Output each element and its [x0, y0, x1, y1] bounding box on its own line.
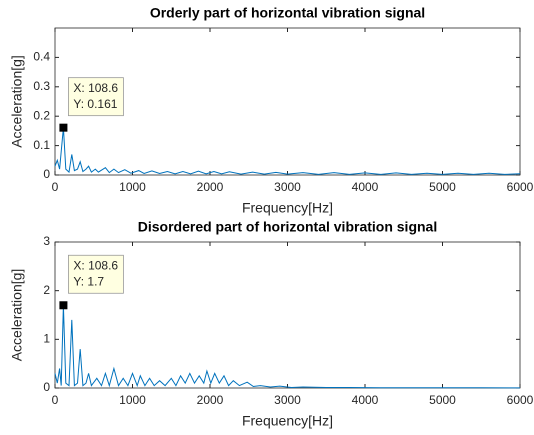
- x-tick-label: 2000: [197, 393, 224, 407]
- y-tick-label: 0.1: [33, 138, 50, 152]
- y-tick-label: 0: [43, 167, 50, 181]
- x-tick-label: 3000: [274, 180, 301, 194]
- axes-box: [54, 27, 521, 176]
- x-axis-label: Frequency[Hz]: [242, 413, 333, 429]
- datatip-box: [68, 254, 124, 294]
- y-axis-label: Acceleration[g]: [9, 55, 25, 148]
- x-tick-label: 1000: [119, 393, 146, 407]
- x-tick-label: 2000: [197, 180, 224, 194]
- spectrum-line: [54, 127, 521, 175]
- chart-title: Orderly part of horizontal vibration sig…: [150, 5, 425, 21]
- y-tick-label: 0.3: [33, 79, 50, 93]
- x-tick-label: 5000: [429, 393, 456, 407]
- x-tick-label: 6000: [507, 393, 534, 407]
- x-tick-label: 5000: [429, 180, 456, 194]
- y-tick-label: 1: [43, 332, 50, 346]
- datatip-label: Y: 1.7: [73, 274, 104, 288]
- y-tick-label: 0: [43, 380, 50, 394]
- x-axis-label: Frequency[Hz]: [242, 200, 333, 216]
- axes-box: [54, 241, 521, 389]
- datatip-marker: [59, 301, 68, 310]
- y-axis-label: Acceleration[g]: [9, 269, 25, 362]
- x-tick-label: 3000: [274, 393, 301, 407]
- datatip-box: [68, 77, 124, 117]
- y-tick-label: 3: [43, 234, 50, 248]
- datatip-marker: [59, 123, 68, 132]
- chart-title: Disordered part of horizontal vibration …: [138, 219, 437, 235]
- datatip-label: X: 108.6: [73, 258, 118, 272]
- spectrum-line: [54, 305, 521, 389]
- y-tick-label: 2: [43, 283, 50, 297]
- x-tick-label: 4000: [352, 180, 379, 194]
- subplot: Disordered part of horizontal vibration …: [9, 219, 534, 429]
- datatip-label: X: 108.6: [73, 81, 118, 95]
- x-tick-label: 6000: [507, 180, 534, 194]
- x-tick-label: 0: [52, 180, 59, 194]
- x-tick-label: 4000: [352, 393, 379, 407]
- x-tick-label: 0: [52, 393, 59, 407]
- datatip-label: Y: 0.161: [73, 97, 117, 111]
- y-tick-label: 0.4: [33, 50, 50, 64]
- subplot: Orderly part of horizontal vibration sig…: [9, 5, 534, 216]
- y-tick-label: 0.2: [33, 108, 50, 122]
- x-tick-label: 1000: [119, 180, 146, 194]
